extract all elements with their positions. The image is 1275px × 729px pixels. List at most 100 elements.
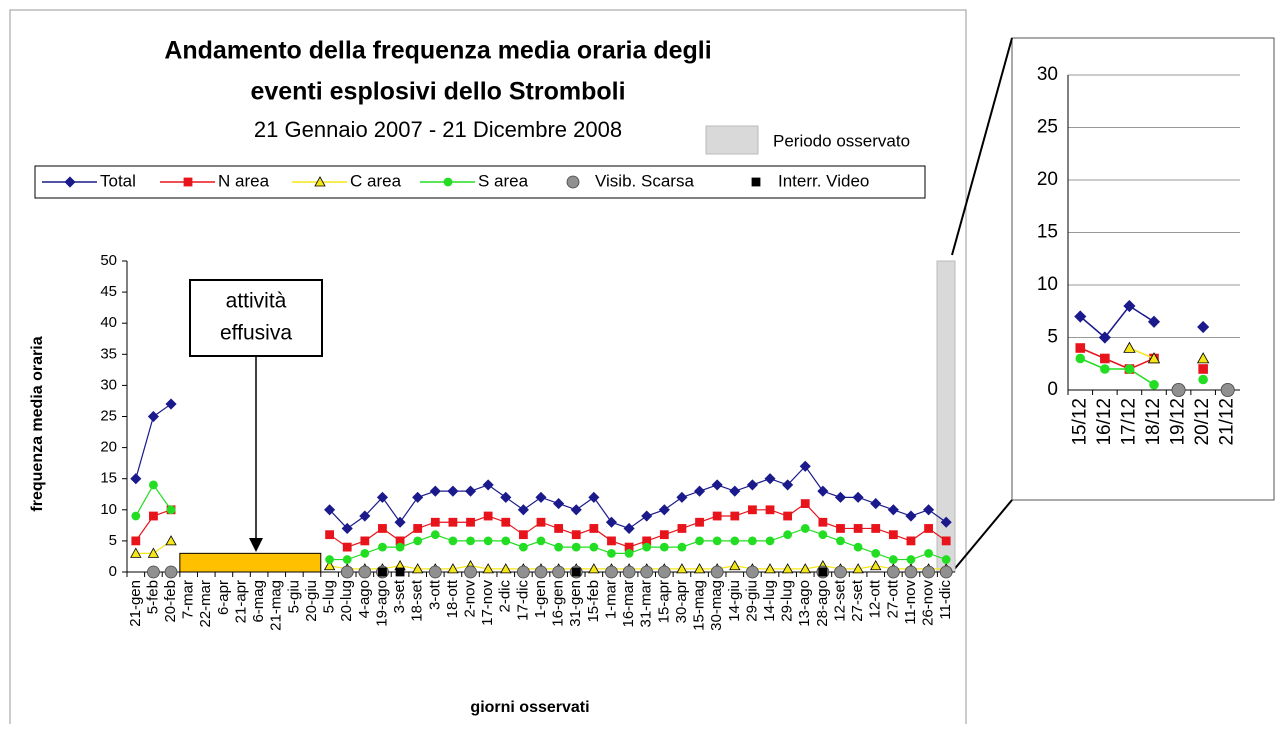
marker xyxy=(641,510,653,522)
marker xyxy=(818,517,828,527)
x-tick-label: 2-dic xyxy=(497,580,514,613)
legend-marker xyxy=(183,177,193,187)
marker xyxy=(483,536,493,546)
marker xyxy=(905,510,917,522)
marker xyxy=(395,542,405,552)
marker xyxy=(147,565,160,579)
marker xyxy=(378,567,387,577)
marker xyxy=(1075,343,1086,353)
marker xyxy=(360,536,370,546)
arrow-head xyxy=(249,538,263,552)
legend-label: Total xyxy=(100,171,136,190)
x-tick-label: 16-gen xyxy=(550,580,567,627)
x-tick-label: 29-giu xyxy=(743,580,760,622)
marker xyxy=(448,517,458,527)
marker xyxy=(1198,374,1208,385)
marker xyxy=(800,499,810,508)
marker xyxy=(1149,379,1159,390)
marker xyxy=(518,542,528,552)
x-tick-label: 31-gen xyxy=(567,580,584,627)
marker xyxy=(659,542,669,552)
x-tick-label: 1-gen xyxy=(532,580,549,618)
marker xyxy=(924,548,933,558)
marker xyxy=(836,536,845,546)
marker xyxy=(553,498,565,510)
marker xyxy=(358,565,372,579)
x-tick-label: 3-ott xyxy=(426,579,443,610)
x-tick-label: 29-lug xyxy=(779,580,796,622)
marker xyxy=(622,565,636,579)
marker xyxy=(360,548,370,558)
y-tick-label: 5 xyxy=(1047,327,1058,348)
x-tick-label: 20-lug xyxy=(338,580,355,622)
marker xyxy=(413,536,423,546)
y-tick-label: 10 xyxy=(100,501,117,518)
x-tick-label: 13-ago xyxy=(796,580,813,627)
marker xyxy=(870,498,882,510)
marker xyxy=(782,479,794,491)
marker xyxy=(729,485,741,497)
marker xyxy=(607,548,616,558)
marker xyxy=(165,535,177,546)
marker xyxy=(748,536,757,546)
marker xyxy=(428,565,442,579)
marker xyxy=(412,491,424,503)
y-tick-label: 30 xyxy=(100,376,117,393)
marker xyxy=(571,567,581,577)
marker xyxy=(712,511,722,521)
x-tick-label: 6-mag xyxy=(250,580,267,623)
marker xyxy=(642,542,652,552)
y-tick-label: 0 xyxy=(1047,379,1058,400)
marker xyxy=(1198,364,1208,374)
x-tick-label: 20/12 xyxy=(1192,398,1213,446)
legend-marker xyxy=(314,176,326,187)
series-line xyxy=(135,403,947,530)
chart-title: eventi esplosivi dello Stromboli xyxy=(250,78,625,106)
x-tick-label: 19/12 xyxy=(1168,398,1189,446)
marker xyxy=(799,460,811,472)
marker xyxy=(941,555,951,564)
shaded-legend-swatch xyxy=(705,125,759,155)
marker xyxy=(464,485,477,497)
marker xyxy=(799,563,811,574)
marker xyxy=(834,565,847,579)
marker xyxy=(571,542,581,552)
marker xyxy=(924,524,933,533)
marker xyxy=(482,479,494,491)
x-tick-label: 18-set xyxy=(409,579,426,622)
marker xyxy=(711,479,723,491)
marker xyxy=(149,480,158,490)
marker xyxy=(447,485,459,497)
marker xyxy=(695,517,704,527)
x-tick-label: 30-mag xyxy=(708,580,725,631)
marker xyxy=(378,524,387,533)
marker xyxy=(166,505,176,515)
x-tick-label: 30-apr xyxy=(673,580,690,623)
marker xyxy=(657,565,671,579)
marker xyxy=(940,516,952,528)
marker xyxy=(1123,341,1136,353)
marker xyxy=(447,563,459,574)
y-tick-label: 10 xyxy=(1037,274,1058,295)
marker xyxy=(552,565,566,579)
marker xyxy=(765,536,775,546)
legend-label: Visib. Scarsa xyxy=(595,171,694,190)
marker xyxy=(676,491,688,503)
marker xyxy=(164,565,178,579)
marker xyxy=(888,555,898,564)
marker xyxy=(887,504,899,516)
marker xyxy=(130,547,142,558)
x-tick-label: 5-lug xyxy=(321,580,338,613)
marker xyxy=(554,524,564,533)
legend-marker xyxy=(566,175,580,189)
marker xyxy=(1100,353,1110,364)
legend-box xyxy=(34,165,926,199)
y-tick-label: 30 xyxy=(1037,64,1058,85)
x-tick-label: 20-giu xyxy=(303,580,320,622)
x-tick-label: 4-ago xyxy=(356,580,373,618)
x-tick-label: 15-apr xyxy=(655,580,672,623)
marker xyxy=(764,473,776,485)
marker xyxy=(165,398,177,410)
marker xyxy=(783,530,793,540)
